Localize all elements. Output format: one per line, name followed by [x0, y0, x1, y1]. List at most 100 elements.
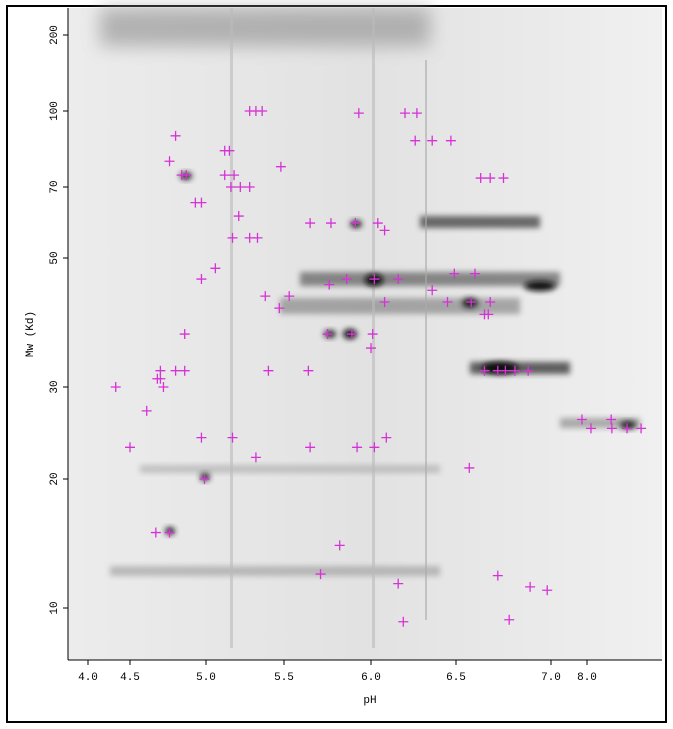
- spot-marker: [125, 442, 135, 453]
- spot-marker: [196, 432, 207, 443]
- spot-marker: [504, 614, 515, 625]
- spot-marker: [445, 135, 456, 146]
- spot-marker: [141, 405, 152, 416]
- spot-marker: [485, 297, 496, 308]
- y-tick-label: 20: [49, 472, 61, 485]
- spot-marker: [170, 130, 181, 141]
- spot-marker: [366, 343, 376, 354]
- y-tick-label: 100: [49, 101, 61, 121]
- spot-marker: [466, 297, 477, 308]
- spot-marker: [606, 423, 617, 434]
- spot-marker: [464, 462, 475, 473]
- spot-marker: [509, 365, 520, 376]
- spot-marker: [353, 108, 364, 119]
- spot-marker: [485, 173, 496, 184]
- spot-marker: [252, 232, 263, 243]
- spot-marker: [227, 232, 238, 243]
- spot-marker: [381, 432, 392, 443]
- spot-marker: [576, 414, 587, 425]
- spot-marker: [498, 173, 509, 184]
- spot-marker: [367, 329, 378, 340]
- gel-image: [68, 8, 662, 660]
- spot-marker: [284, 291, 295, 302]
- spot-marker: [322, 329, 333, 340]
- spot-marker: [606, 414, 617, 425]
- y-tick-label: 30: [49, 380, 61, 393]
- spot-marker: [196, 274, 207, 285]
- x-tick-label: 5.5: [274, 672, 294, 684]
- spot-marker: [179, 365, 190, 376]
- spot-marker: [442, 297, 453, 308]
- spot-marker: [525, 581, 536, 592]
- spot-marker: [542, 585, 553, 596]
- spot-marker: [500, 365, 511, 376]
- spot-marker: [219, 170, 230, 181]
- spot-marker: [233, 211, 244, 222]
- x-tick-label: 6.5: [446, 672, 466, 684]
- x-tick-label: 8.0: [577, 672, 597, 684]
- spot-marker: [479, 365, 490, 376]
- spot-marker: [210, 263, 221, 274]
- spot-marker: [110, 382, 121, 392]
- spot-marker: [352, 442, 363, 453]
- spot-marker: [164, 156, 175, 167]
- spot-marker: [260, 291, 271, 302]
- spot-marker: [393, 578, 404, 589]
- spot-marker: [492, 570, 503, 581]
- spot-marker: [400, 108, 410, 119]
- spot-marker: [585, 423, 596, 434]
- x-tick-label: 5.0: [196, 672, 216, 684]
- spot-marker: [379, 297, 390, 308]
- spot-marker: [305, 442, 316, 453]
- x-axis-label: pH: [363, 695, 376, 707]
- spot-marker: [523, 365, 534, 376]
- spot-marker: [475, 173, 486, 184]
- spot-marker: [379, 225, 390, 236]
- y-tick-label: 200: [49, 25, 61, 45]
- x-tick-label: 4.5: [120, 672, 140, 684]
- y-tick-label: 50: [49, 251, 61, 264]
- spot-marker: [470, 268, 480, 279]
- spot-marker: [257, 106, 268, 116]
- spot-marker: [274, 303, 285, 314]
- spot-marker: [483, 309, 494, 320]
- spot-marker: [225, 182, 236, 192]
- spot-marker: [411, 108, 422, 119]
- spot-marker: [427, 285, 438, 296]
- spot-marker: [325, 218, 336, 229]
- x-tick-label: 6.0: [361, 672, 381, 684]
- x-tick-label: 4.0: [78, 672, 98, 684]
- spot-marker: [449, 268, 460, 279]
- x-tick-label: 7.0: [541, 672, 561, 684]
- spot-marker: [150, 527, 161, 538]
- spot-marker: [235, 182, 246, 192]
- spot-marker: [636, 423, 647, 434]
- spot-marker: [263, 365, 274, 376]
- y-axis-label: Mw (Kd): [25, 311, 37, 357]
- y-tick-label: 70: [49, 180, 61, 193]
- spot-marker: [350, 218, 361, 229]
- spot-marker: [372, 218, 383, 229]
- spot-marker: [164, 527, 175, 538]
- spot-marker: [324, 279, 335, 290]
- spot-marker: [303, 365, 314, 376]
- spot-marker: [199, 474, 210, 484]
- spot-marker: [369, 274, 380, 285]
- spot-marker: [398, 616, 409, 627]
- spot-marker: [196, 197, 207, 208]
- spot-marker: [410, 135, 421, 146]
- spot-marker: [427, 135, 438, 146]
- spot-marker: [250, 452, 261, 463]
- spot-marker: [229, 170, 240, 181]
- spot-marker: [346, 329, 357, 340]
- spot-marker: [155, 373, 166, 384]
- spot-marker: [227, 432, 238, 443]
- spot-marker: [334, 540, 345, 551]
- spot-marker: [158, 382, 169, 392]
- y-tick-label: 10: [49, 601, 61, 614]
- spot-marker: [369, 442, 380, 453]
- spot-marker: [224, 145, 235, 156]
- spot-marker: [622, 423, 633, 434]
